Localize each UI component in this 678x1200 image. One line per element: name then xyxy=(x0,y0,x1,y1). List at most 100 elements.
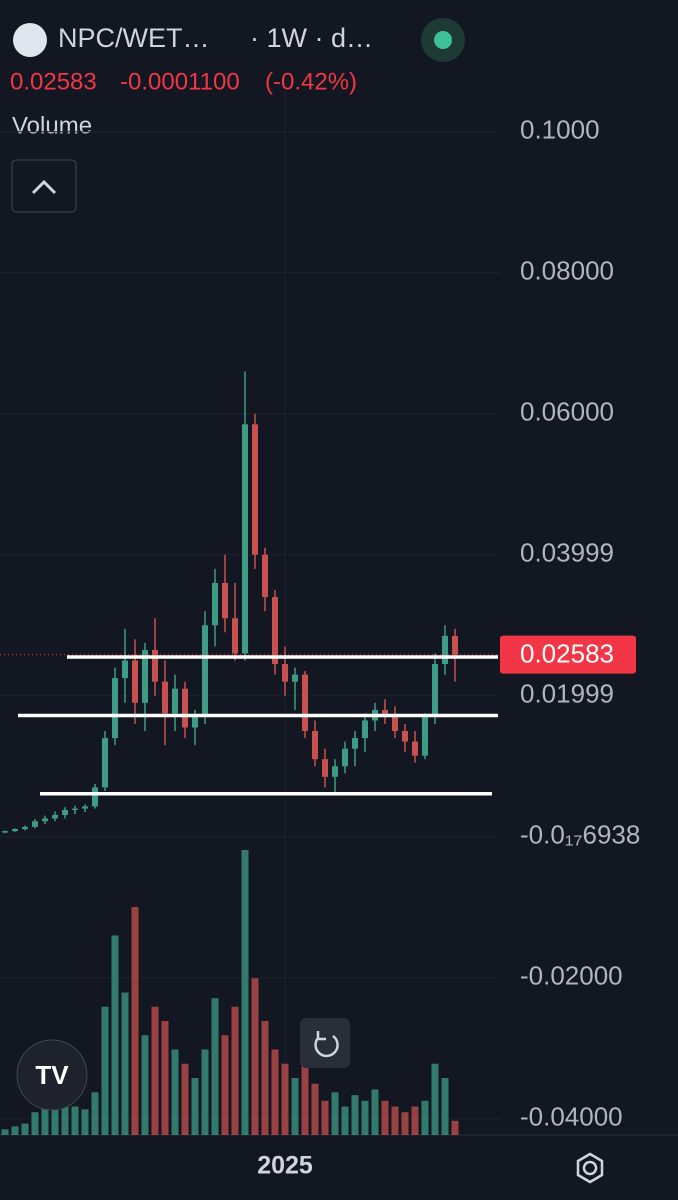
candle-body xyxy=(342,748,348,767)
candle-body xyxy=(232,618,238,654)
x-tick-label: 2025 xyxy=(257,1152,313,1180)
chevron-icon xyxy=(31,179,57,195)
price: 0.02583 xyxy=(10,68,97,95)
volume-bar xyxy=(231,1006,239,1135)
indicator-label: Volume xyxy=(12,112,92,139)
volume-bar xyxy=(251,978,259,1135)
symbol-avatar[interactable] xyxy=(13,23,47,57)
volume-bar xyxy=(271,1049,279,1135)
candle-body xyxy=(62,809,68,815)
volume-bar xyxy=(61,1095,69,1135)
settings-button[interactable] xyxy=(576,1152,604,1184)
candle-body xyxy=(82,806,88,809)
candle-body xyxy=(282,664,288,682)
candle-body xyxy=(142,649,148,703)
candle-body xyxy=(212,582,218,626)
candle-body xyxy=(112,678,118,739)
candle-body xyxy=(202,625,208,717)
volume-bar xyxy=(361,1100,369,1135)
volume-bar xyxy=(1,1129,9,1135)
candle-body xyxy=(42,818,48,822)
candle-body xyxy=(182,688,188,728)
candle-body xyxy=(332,766,338,777)
candle-body xyxy=(252,424,258,555)
candle-body xyxy=(302,674,308,732)
reset-button[interactable] xyxy=(300,1018,350,1068)
volume-bar xyxy=(451,1120,459,1135)
candle-body xyxy=(102,738,108,788)
volume-bar xyxy=(161,1021,169,1135)
volume-bar xyxy=(431,1063,439,1135)
volume-bar xyxy=(411,1106,419,1135)
last-price-tag xyxy=(500,635,636,674)
candle-body xyxy=(422,716,428,756)
candle-body xyxy=(92,787,98,807)
candle-body xyxy=(362,720,368,739)
volume-bar xyxy=(81,1109,89,1135)
volume-bar xyxy=(391,1106,399,1135)
candle-body xyxy=(172,688,178,714)
candle-body xyxy=(442,635,448,665)
y-tick-label: 0.03999 xyxy=(520,538,614,568)
y-tick-label: 0.01999 xyxy=(520,679,614,709)
volume-bar xyxy=(311,1083,319,1135)
volume-bar xyxy=(41,1106,49,1135)
volume-bar xyxy=(341,1106,349,1135)
y-tick-label: 0.06000 xyxy=(520,397,614,427)
volume-bar xyxy=(211,998,219,1135)
volume-bar xyxy=(11,1126,19,1135)
candle-body xyxy=(22,826,28,830)
volume-bar xyxy=(151,1006,159,1135)
volume-bar xyxy=(441,1078,449,1135)
logo[interactable] xyxy=(16,1039,88,1111)
y-tick-label: -0.02000 xyxy=(520,961,623,991)
volume-bar xyxy=(401,1112,409,1135)
candle-body xyxy=(402,731,408,742)
collapse-button[interactable] xyxy=(11,159,77,213)
status-dot xyxy=(434,31,452,49)
y-tick-label: -0.04000 xyxy=(520,1102,623,1132)
interval[interactable]: · 1W · d… xyxy=(250,23,373,53)
candle-body xyxy=(292,674,298,682)
volume-bar xyxy=(171,1049,179,1135)
last-price-label: 0.02583 xyxy=(520,639,614,669)
volume-bar xyxy=(31,1112,39,1135)
volume-bar xyxy=(371,1089,379,1135)
volume-bar xyxy=(351,1095,359,1135)
candle-body xyxy=(272,597,278,665)
volume-bar xyxy=(291,1078,299,1135)
candle-body xyxy=(222,582,228,619)
symbol[interactable]: NPC/WET… xyxy=(58,23,210,53)
volume-bar xyxy=(131,907,139,1135)
candle-body xyxy=(452,635,458,655)
volume-bar xyxy=(21,1123,29,1135)
candle-body xyxy=(382,709,388,717)
candle-body xyxy=(162,681,168,714)
volume-bar xyxy=(301,1063,309,1135)
candle-body xyxy=(122,660,128,679)
candle-body xyxy=(192,716,198,728)
y-tick-label: -0.0₁₇6938 xyxy=(520,820,640,850)
logo-mark: TV xyxy=(35,1060,69,1090)
volume-bar xyxy=(421,1100,429,1135)
candle-body xyxy=(32,821,38,827)
change: -0.0001100 xyxy=(120,68,240,95)
candle-body xyxy=(152,649,158,682)
volume-bar xyxy=(181,1063,189,1135)
candle-body xyxy=(392,716,398,732)
candle-body xyxy=(412,741,418,756)
candle-body xyxy=(352,738,358,749)
volume-bar xyxy=(241,850,249,1135)
reset-icon xyxy=(314,1031,339,1058)
volume-bar xyxy=(101,1006,109,1135)
candle-body xyxy=(322,759,328,777)
volume-bar xyxy=(261,1021,269,1135)
candle-body xyxy=(262,554,268,598)
candle-body xyxy=(2,831,8,833)
volume-bar xyxy=(111,935,119,1135)
volume-bar xyxy=(51,1100,59,1135)
y-tick-label: 0.08000 xyxy=(520,256,614,286)
volume-bar xyxy=(71,1106,79,1135)
